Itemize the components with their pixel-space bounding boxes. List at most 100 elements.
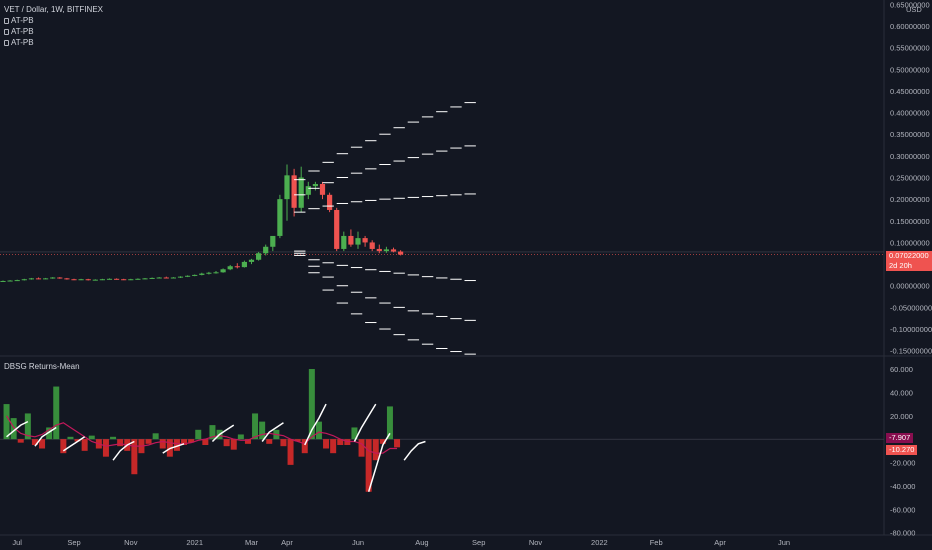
candle-body [291, 175, 297, 208]
returns-bar [74, 439, 81, 442]
returns-bar [308, 369, 315, 440]
signal-segment [34, 426, 57, 447]
returns-bar [181, 439, 188, 445]
candle-body [177, 276, 184, 278]
price-axis-label: -0.05000000 [890, 303, 932, 312]
candle-body [156, 277, 162, 279]
price-axis-label: 0.55000000 [890, 44, 930, 53]
indicator-row-1[interactable]: AT-PB [4, 15, 103, 26]
candle-body [114, 278, 120, 280]
candle-body [263, 246, 269, 254]
candle-body [284, 175, 290, 200]
returns-bar [301, 439, 308, 454]
time-axis-label: Apr [714, 538, 726, 547]
time-axis-label: Sep [472, 538, 485, 547]
time-axis-label: Jul [12, 538, 22, 547]
candle-body [199, 273, 205, 275]
time-axis-label: Nov [124, 538, 138, 547]
indicator-row-2[interactable]: AT-PB [4, 26, 103, 37]
returns-bar [110, 436, 117, 440]
signal-segment [162, 443, 185, 454]
returns-bar [152, 433, 159, 440]
candle-body [142, 278, 148, 280]
oscillator-value-tag-mean: -7.907 [886, 433, 914, 443]
bar-countdown: 2d 20h [889, 261, 912, 270]
time-axis-label: 2021 [186, 538, 203, 547]
signal-segment [403, 440, 426, 461]
signal-segment [353, 403, 377, 442]
time-axis-label: Aug [415, 538, 428, 547]
price-axis-label: 0.25000000 [890, 174, 930, 183]
candle-body [163, 277, 169, 279]
candle-body [185, 275, 191, 277]
candle-body [128, 279, 134, 281]
candle-body [135, 278, 141, 280]
candle-body [390, 249, 397, 252]
oscillator-axis-label: 20.000 [890, 412, 913, 421]
returns-bar [372, 439, 379, 461]
returns-bar [195, 429, 202, 440]
returns-bar [379, 439, 386, 444]
returns-bar [315, 421, 322, 440]
candle-body [248, 259, 255, 262]
indicator-name: AT-PB [11, 27, 34, 36]
symbol-line: VET / Dollar, 1W, BITFINEX [4, 5, 103, 14]
returns-bar [280, 439, 287, 447]
candle-body [192, 274, 198, 276]
price-axis-label: 0.10000000 [890, 238, 930, 247]
returns-bar [46, 427, 53, 440]
candle-body [85, 279, 91, 281]
candle-body [398, 251, 404, 255]
candle-body [327, 194, 333, 210]
candle-body [277, 199, 283, 236]
candle-body [28, 278, 34, 280]
signal-segment [367, 432, 391, 492]
mean-line [6, 415, 398, 454]
candle-body [0, 280, 6, 282]
last-price-value: 0.07022000 [889, 251, 929, 260]
price-axis-label: 0.35000000 [890, 130, 930, 139]
price-axis-label: 0.30000000 [890, 152, 930, 161]
candle-body [7, 280, 13, 282]
returns-bar [386, 406, 393, 440]
returns-bar [202, 439, 209, 445]
returns-bar [67, 436, 74, 440]
candle-body [92, 279, 98, 281]
candle-body [270, 235, 276, 247]
candle-body [71, 279, 77, 281]
time-axis-label: 2022 [591, 538, 608, 547]
oscillator-axis-label: 40.000 [890, 388, 913, 397]
time-axis-label: Jun [352, 538, 364, 547]
time-axis-label: Apr [281, 538, 293, 547]
returns-bar [159, 439, 166, 449]
candle-body [355, 238, 361, 245]
candle-body [298, 177, 304, 208]
indicator-visibility-icon[interactable] [4, 28, 9, 35]
candle-body [341, 235, 347, 249]
returns-bar [209, 425, 216, 440]
indicator-visibility-icon[interactable] [4, 17, 9, 24]
returns-bar [88, 435, 95, 440]
oscillator-axis-label: 60.000 [890, 365, 913, 374]
returns-bar [117, 439, 124, 447]
indicator-row-3[interactable]: AT-PB [4, 37, 103, 48]
candle-body [383, 249, 389, 252]
returns-bar [230, 439, 237, 450]
candle-body [170, 277, 176, 279]
returns-bar [323, 439, 330, 449]
candle-body [35, 278, 42, 280]
candle-body [376, 248, 382, 252]
returns-bar [223, 439, 230, 447]
returns-bar [252, 413, 259, 440]
indicator-name: AT-PB [11, 38, 34, 47]
oscillator-axis-label: -80.000 [890, 529, 915, 538]
returns-bar [3, 404, 10, 440]
returns-bar [330, 439, 337, 454]
returns-bar [173, 439, 180, 451]
oscillator-axis-label: -40.000 [890, 482, 915, 491]
candle-body [213, 272, 219, 274]
returns-bar [53, 386, 60, 440]
candle-body [206, 272, 212, 274]
indicator-visibility-icon[interactable] [4, 39, 9, 46]
